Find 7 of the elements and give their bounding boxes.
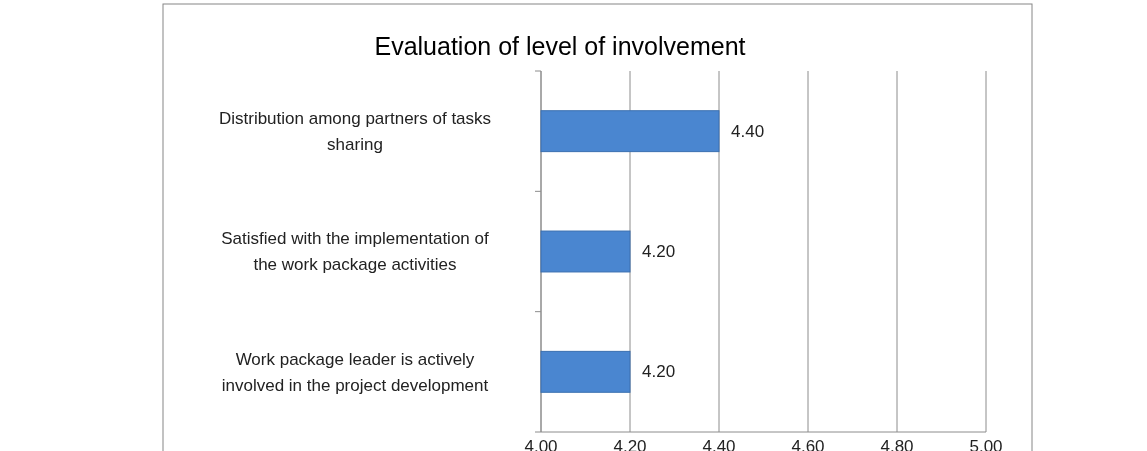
chart-title: Evaluation of level of involvement bbox=[374, 32, 746, 60]
data-label: 4.20 bbox=[642, 242, 676, 261]
data-label: 4.40 bbox=[731, 121, 765, 141]
y-tick-label: Work package leader is actively involved in the project development bbox=[221, 349, 489, 395]
data-label: 4.20 bbox=[642, 362, 676, 382]
y-tick-label: Satisfied with the implementation of the work package activities bbox=[221, 229, 489, 275]
y-tick-label: Distribution among partners of tasks sharing bbox=[218, 109, 492, 155]
